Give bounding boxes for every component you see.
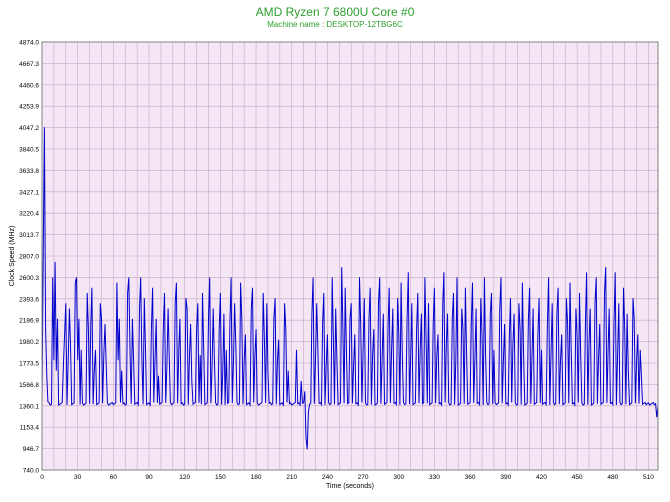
y-tick-label: 1566.8 xyxy=(19,382,39,389)
x-tick-label: 300 xyxy=(393,474,404,481)
y-tick-label: 3840.5 xyxy=(19,147,39,154)
x-tick-label: 420 xyxy=(536,474,547,481)
y-axis-label: Clock Speed (MHz) xyxy=(9,226,16,287)
y-tick-label: 1980.2 xyxy=(19,339,39,346)
y-tick-label: 2807.0 xyxy=(19,254,39,261)
y-tick-label: 1153.4 xyxy=(20,425,40,432)
x-tick-label: 60 xyxy=(110,474,118,481)
x-tick-label: 450 xyxy=(572,474,583,481)
y-tick-label: 3633.8 xyxy=(19,168,39,175)
y-tick-label: 1360.1 xyxy=(19,403,39,410)
plot-frame xyxy=(41,41,659,471)
x-axis-label: Time (seconds) xyxy=(326,483,374,490)
x-tick-label: 390 xyxy=(500,474,511,481)
x-tick-label: 360 xyxy=(465,474,476,481)
grid xyxy=(42,42,658,470)
y-tick-label: 4460.6 xyxy=(19,82,39,89)
y-tick-label: 1773.5 xyxy=(19,361,39,368)
x-axis-ticks: 0 30 60 90 120 150 180 210 240 270 300 330 360 390 420… xyxy=(40,474,654,481)
y-tick-label: 2393.6 xyxy=(19,296,39,303)
x-tick-label: 210 xyxy=(286,474,297,481)
y-tick-label: 4874.0 xyxy=(19,40,39,47)
x-tick-label: 480 xyxy=(607,474,618,481)
y-tick-label: 3427.1 xyxy=(19,189,39,196)
x-tick-label: 150 xyxy=(215,474,226,481)
x-tick-label: 0 xyxy=(40,474,44,481)
y-tick-label: 4253.9 xyxy=(19,104,39,111)
y-tick-label: 740.0 xyxy=(23,468,40,475)
x-tick-label: 270 xyxy=(358,474,369,481)
x-tick-label: 510 xyxy=(643,474,654,481)
y-tick-label: 3220.4 xyxy=(19,211,39,218)
y-tick-label: 4047.2 xyxy=(19,125,39,132)
y-tick-label: 2600.3 xyxy=(19,275,39,282)
y-tick-label: 4667.3 xyxy=(19,61,39,68)
x-tick-label: 90 xyxy=(145,474,153,481)
chart-subtitle: Machine name : DESKTOP-12TBG6C xyxy=(267,20,403,29)
y-tick-label: 2186.9 xyxy=(19,318,39,325)
y-tick-label: 3013.7 xyxy=(19,232,39,239)
series-line xyxy=(41,127,659,450)
x-tick-label: 330 xyxy=(429,474,440,481)
y-axis-ticks: 740.0 946.7 1153.4 1360.1 1566.8 1773.5 1980.2… xyxy=(19,40,39,475)
x-tick-label: 120 xyxy=(179,474,190,481)
x-tick-label: 180 xyxy=(251,474,262,481)
y-tick-label: 946.7 xyxy=(23,446,40,453)
x-tick-label: 30 xyxy=(74,474,82,481)
chart-title: AMD Ryzen 7 6800U Core #0 xyxy=(255,5,415,19)
x-tick-label: 240 xyxy=(322,474,333,481)
